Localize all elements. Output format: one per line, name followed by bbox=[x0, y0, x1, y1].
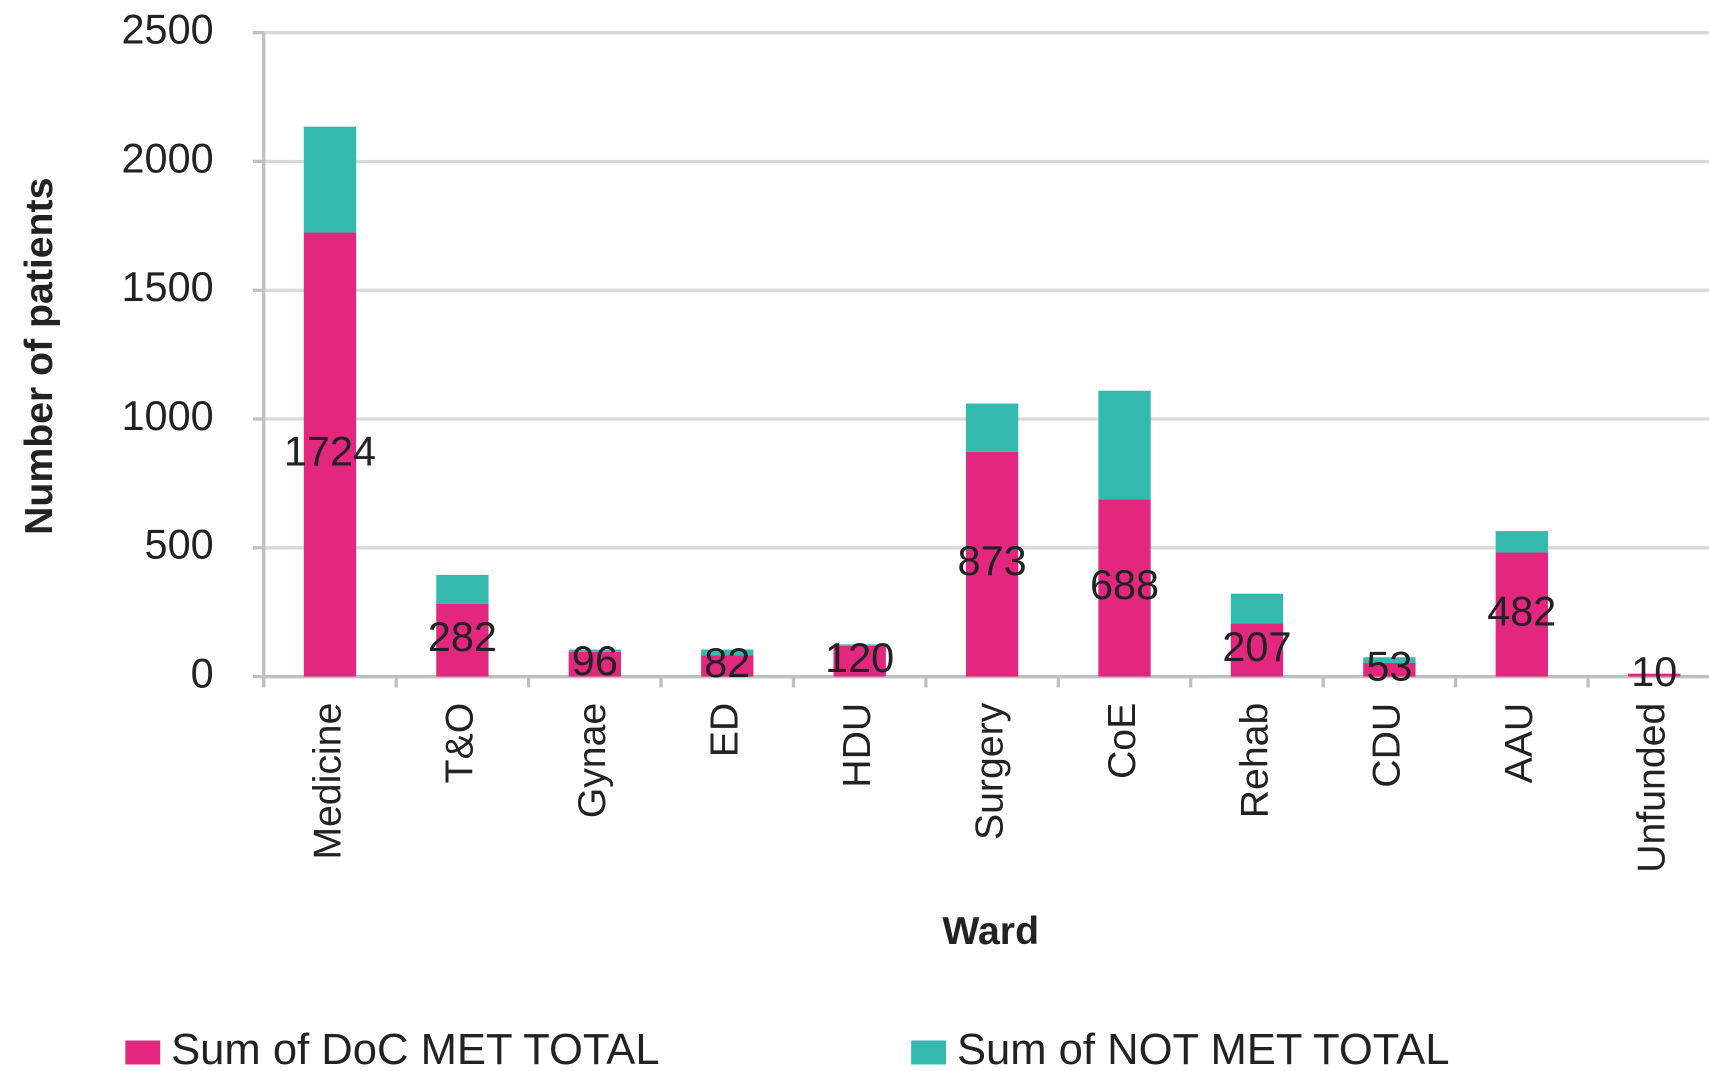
legend-swatch bbox=[911, 1040, 947, 1065]
data-label: 96 bbox=[572, 638, 618, 684]
bar-segment bbox=[436, 603, 489, 677]
y-tick-label: 2000 bbox=[122, 135, 214, 181]
bar-segment bbox=[568, 649, 621, 652]
bar-segment bbox=[1098, 390, 1151, 500]
y-tick-label: 2500 bbox=[122, 7, 214, 53]
bar-segment bbox=[1628, 673, 1681, 675]
data-label: 120 bbox=[825, 635, 894, 681]
y-tick-label: 1500 bbox=[122, 264, 214, 310]
data-label: 10 bbox=[1631, 649, 1677, 695]
x-tick-label: ED bbox=[703, 703, 747, 757]
x-tick-label: Unfunded bbox=[1630, 703, 1674, 873]
bar-segment bbox=[833, 644, 886, 646]
y-tick-label: 0 bbox=[191, 651, 214, 697]
bar-segment bbox=[1098, 499, 1151, 677]
data-label: 82 bbox=[704, 640, 750, 686]
bar-segment bbox=[1495, 552, 1548, 677]
x-tick-label: Rehab bbox=[1232, 703, 1276, 819]
bar-segment bbox=[965, 451, 1019, 677]
bar-segment bbox=[965, 403, 1019, 452]
bar-segment bbox=[701, 655, 754, 677]
bar-segment bbox=[1495, 531, 1548, 553]
bar-segment bbox=[701, 649, 754, 656]
bar-segment bbox=[568, 651, 621, 677]
legend-label: Sum of NOT MET TOTAL bbox=[957, 1026, 1449, 1071]
data-label: 873 bbox=[958, 538, 1027, 584]
bar-segment bbox=[1230, 623, 1284, 677]
data-label: 688 bbox=[1090, 562, 1159, 608]
y-tick-label: 1000 bbox=[122, 393, 214, 439]
x-tick-label: CoE bbox=[1100, 703, 1144, 779]
bar-segment bbox=[436, 574, 489, 604]
x-tick-label: Medicine bbox=[305, 703, 349, 860]
bar-segment bbox=[303, 232, 357, 677]
legend-swatch bbox=[125, 1040, 161, 1065]
x-axis-title: Ward bbox=[942, 909, 1039, 953]
y-axis-title: Number of patients bbox=[17, 178, 61, 535]
x-tick-label: HDU bbox=[835, 703, 879, 788]
y-tick-label: 500 bbox=[145, 522, 214, 568]
bar-segment bbox=[1363, 657, 1416, 663]
bar-segment bbox=[1230, 593, 1284, 624]
bar-segment bbox=[1363, 662, 1416, 677]
x-tick-label: T&O bbox=[438, 703, 482, 784]
legend-label: Sum of DoC MET TOTAL bbox=[171, 1026, 659, 1071]
bar-segment bbox=[303, 126, 357, 233]
x-tick-label: CDU bbox=[1365, 703, 1409, 788]
bar-segment bbox=[1628, 674, 1681, 677]
data-label: 482 bbox=[1487, 588, 1556, 634]
data-label: 207 bbox=[1222, 624, 1291, 670]
x-tick-label: Surgery bbox=[967, 702, 1011, 840]
data-label: 53 bbox=[1366, 644, 1412, 690]
bar-segment bbox=[833, 645, 886, 677]
data-label: 1724 bbox=[284, 429, 376, 475]
x-tick-label: AAU bbox=[1497, 703, 1541, 784]
x-tick-label: Gynae bbox=[570, 703, 614, 819]
data-label: 282 bbox=[428, 614, 497, 660]
